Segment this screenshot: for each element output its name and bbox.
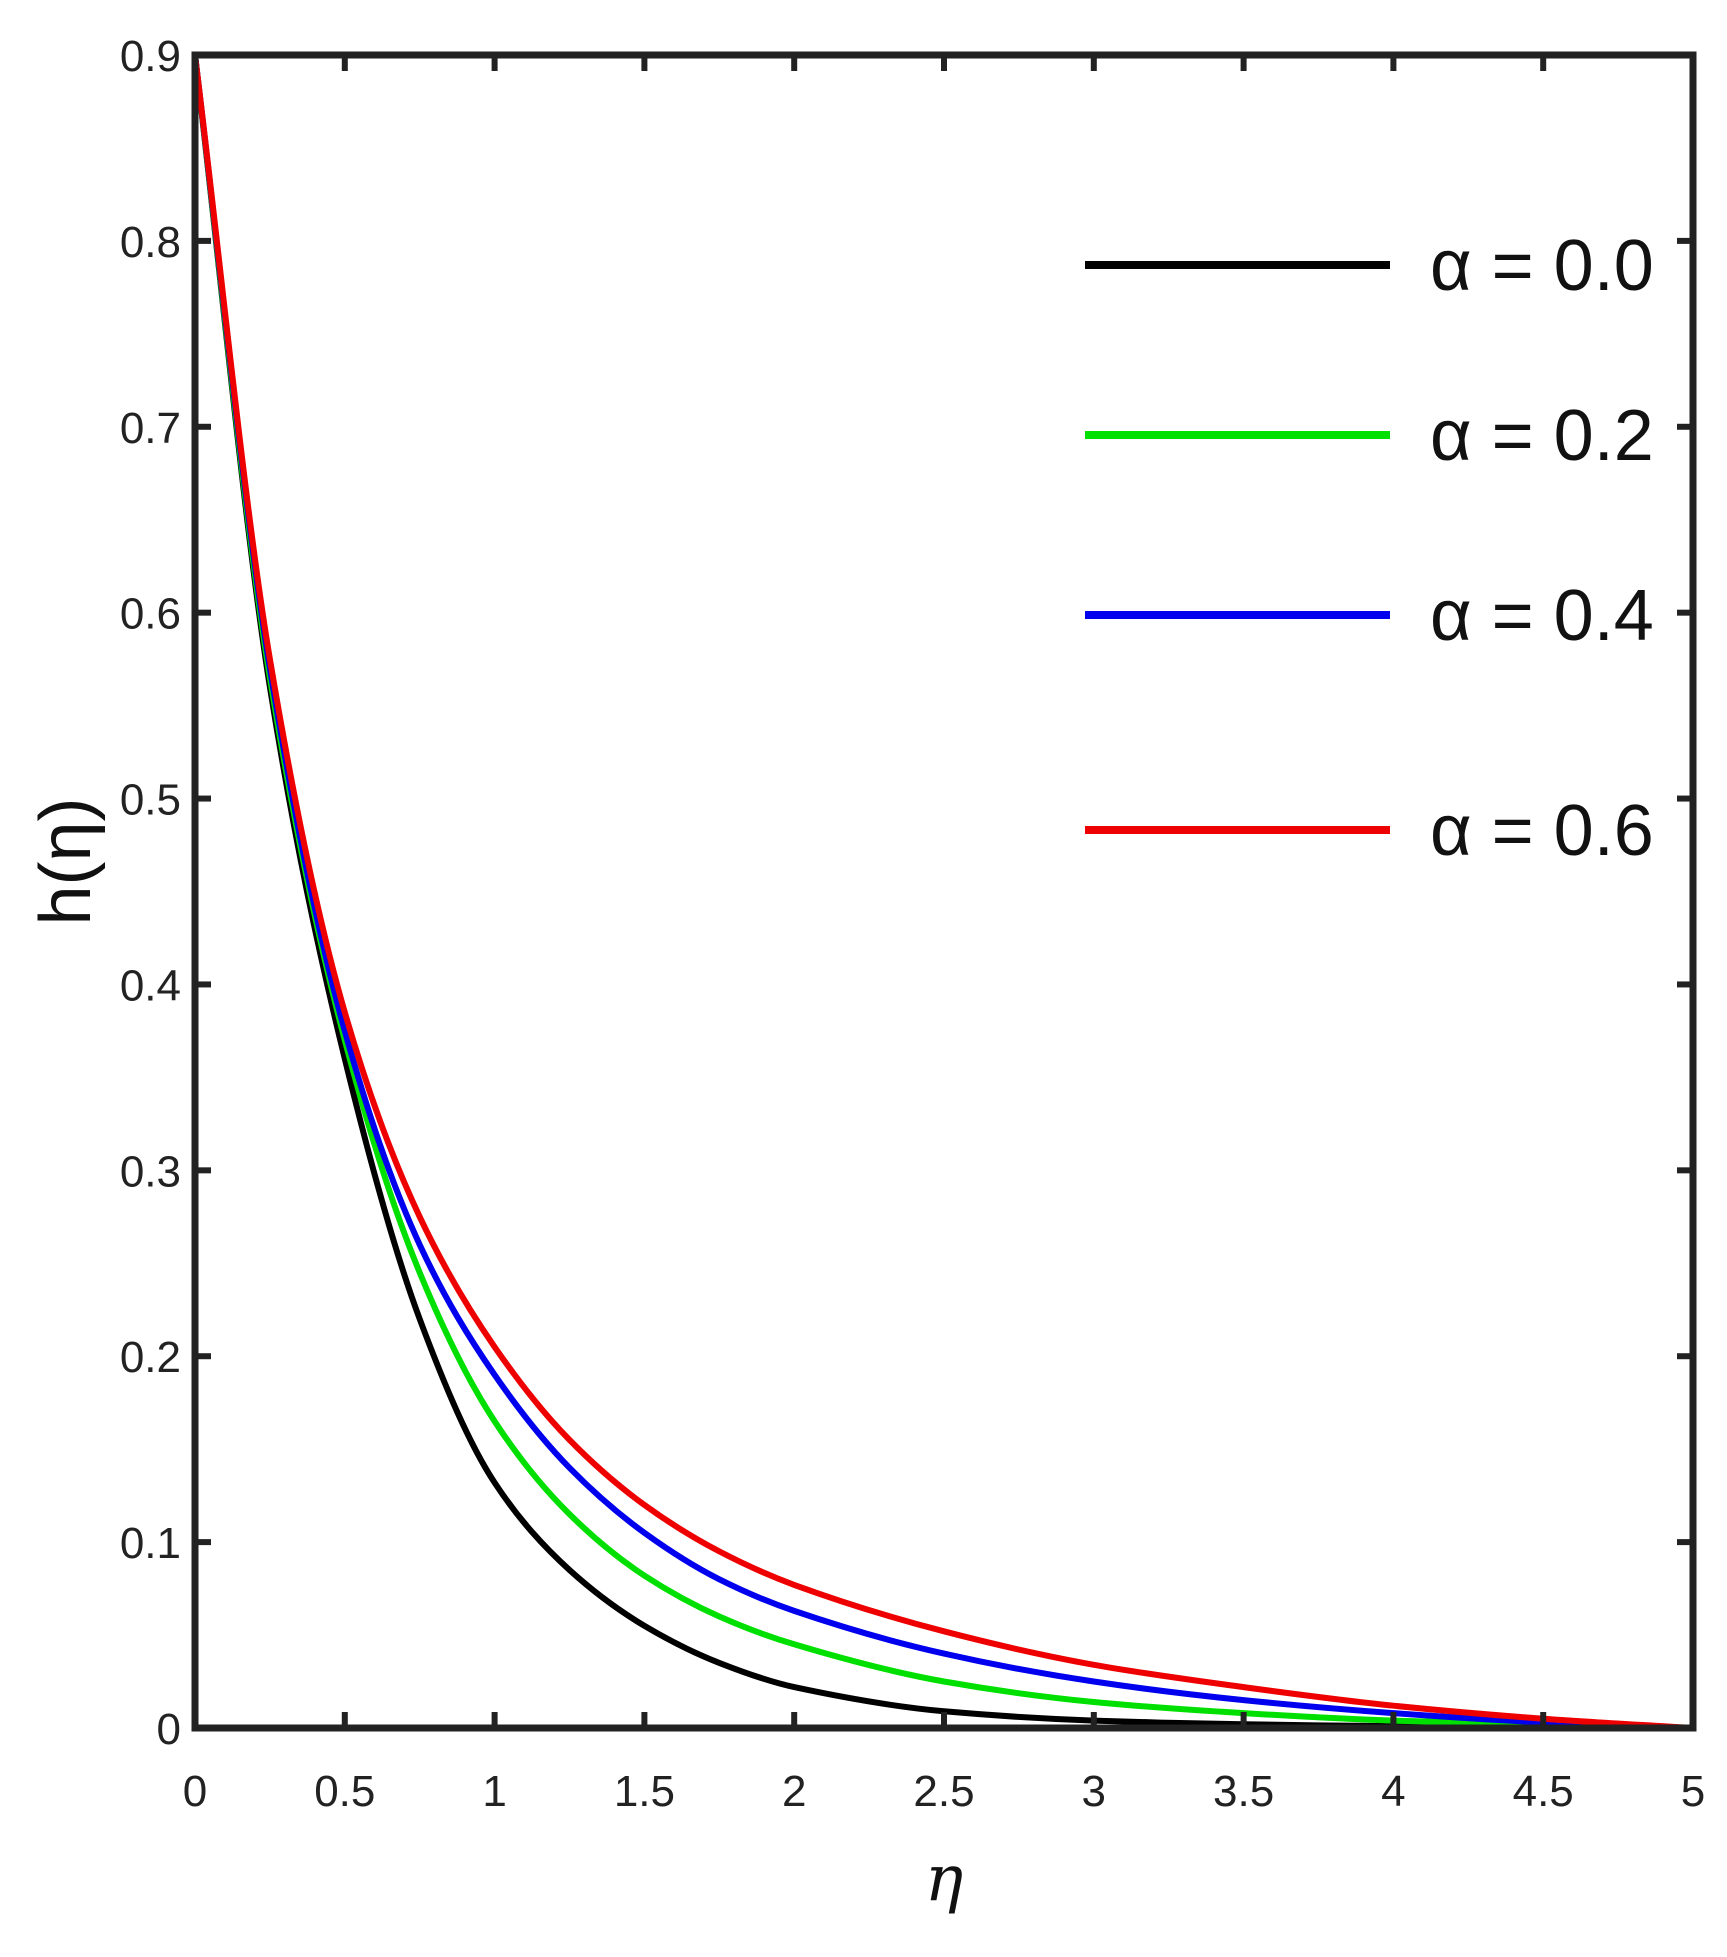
- tick-labels: 0 0.5 1 1.5 2 2.5 3 3.5 4 4.5 5 0 0.1 0.2 0.3 0.4 0.5 0.6…: [120, 32, 1705, 1816]
- y-tick-label: 0.1: [120, 1519, 181, 1568]
- x-tick-label: 2: [782, 1767, 806, 1816]
- legend-label-2: α = 0.4: [1430, 576, 1654, 656]
- y-tick-label: 0.8: [120, 218, 181, 267]
- x-tick-label: 1: [482, 1767, 506, 1816]
- y-tick-label: 0: [157, 1705, 181, 1754]
- y-tick-label: 0.5: [120, 776, 181, 825]
- x-tick-label: 1.5: [614, 1767, 675, 1816]
- y-tick-label: 0.9: [120, 32, 181, 81]
- x-axis-label: η: [925, 1842, 963, 1916]
- y-tick-label: 0.7: [120, 404, 181, 453]
- series-line-3: [192, 52, 1696, 1731]
- x-tick-label: 0: [183, 1767, 207, 1816]
- x-tick-label: 4: [1381, 1767, 1405, 1816]
- y-axis-label: h(η): [26, 797, 106, 925]
- x-tick-label: 3: [1082, 1767, 1106, 1816]
- legend-label-1: α = 0.2: [1430, 396, 1654, 476]
- x-tick-label: 0.5: [314, 1767, 375, 1816]
- x-tick-label: 4.5: [1513, 1767, 1574, 1816]
- y-tick-label: 0.3: [120, 1147, 181, 1196]
- axis-ticks: [192, 52, 1696, 1731]
- y-tick-label: 0.4: [120, 961, 181, 1010]
- x-tick-label: 3.5: [1213, 1767, 1274, 1816]
- legend: α = 0.0 α = 0.2 α = 0.4 α = 0.6: [1085, 226, 1654, 871]
- y-tick-label: 0.6: [120, 590, 181, 639]
- x-tick-label: 2.5: [913, 1767, 974, 1816]
- y-tick-label: 0.2: [120, 1333, 181, 1382]
- legend-label-0: α = 0.0: [1430, 226, 1654, 306]
- legend-label-3: α = 0.6: [1430, 791, 1654, 871]
- x-tick-label: 5: [1681, 1767, 1705, 1816]
